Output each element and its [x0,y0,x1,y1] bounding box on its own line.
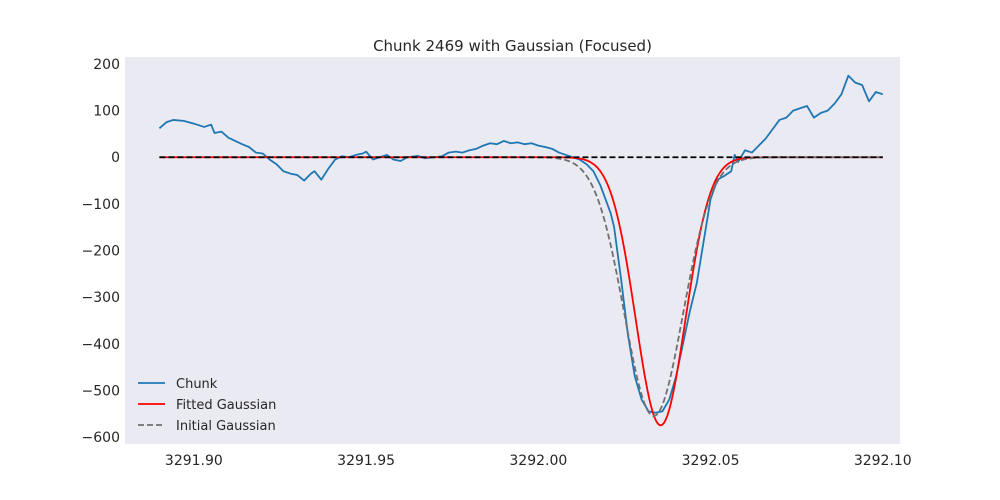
x-axis-ticks: 3291.90 3291.95 3292.00 3292.05 3292.10 [165,453,912,469]
y-tick-label: −100 [82,197,120,213]
chart-title: Chunk 2469 with Gaussian (Focused) [373,37,652,55]
y-axis-ticks: 200 100 0 −100 −200 −300 −400 −500 −600 [82,57,120,446]
x-tick-label: 3292.00 [509,453,567,469]
x-tick-label: 3292.05 [682,453,740,469]
y-tick-label: 100 [93,104,120,120]
series-layer [158,74,884,427]
y-tick-label: −600 [82,430,120,446]
plot-area [125,57,900,444]
x-tick-label: 3291.90 [165,453,223,469]
series-line-chunk [158,74,884,414]
x-tick-label: 3292.10 [854,453,912,469]
y-tick-label: −500 [82,383,120,399]
x-tick-label: 3291.95 [337,453,395,469]
y-tick-label: 0 [111,150,120,166]
legend-label-initial-gaussian: Initial Gaussian [176,419,276,434]
y-tick-label: −300 [82,290,120,306]
legend-label-fitted-gaussian: Fitted Gaussian [176,398,276,413]
y-tick-label: −400 [82,337,120,353]
y-tick-label: −200 [82,244,120,260]
legend-label-chunk: Chunk [176,377,218,392]
y-tick-label: 200 [93,57,120,73]
legend: Chunk Fitted Gaussian Initial Gaussian [138,377,276,434]
